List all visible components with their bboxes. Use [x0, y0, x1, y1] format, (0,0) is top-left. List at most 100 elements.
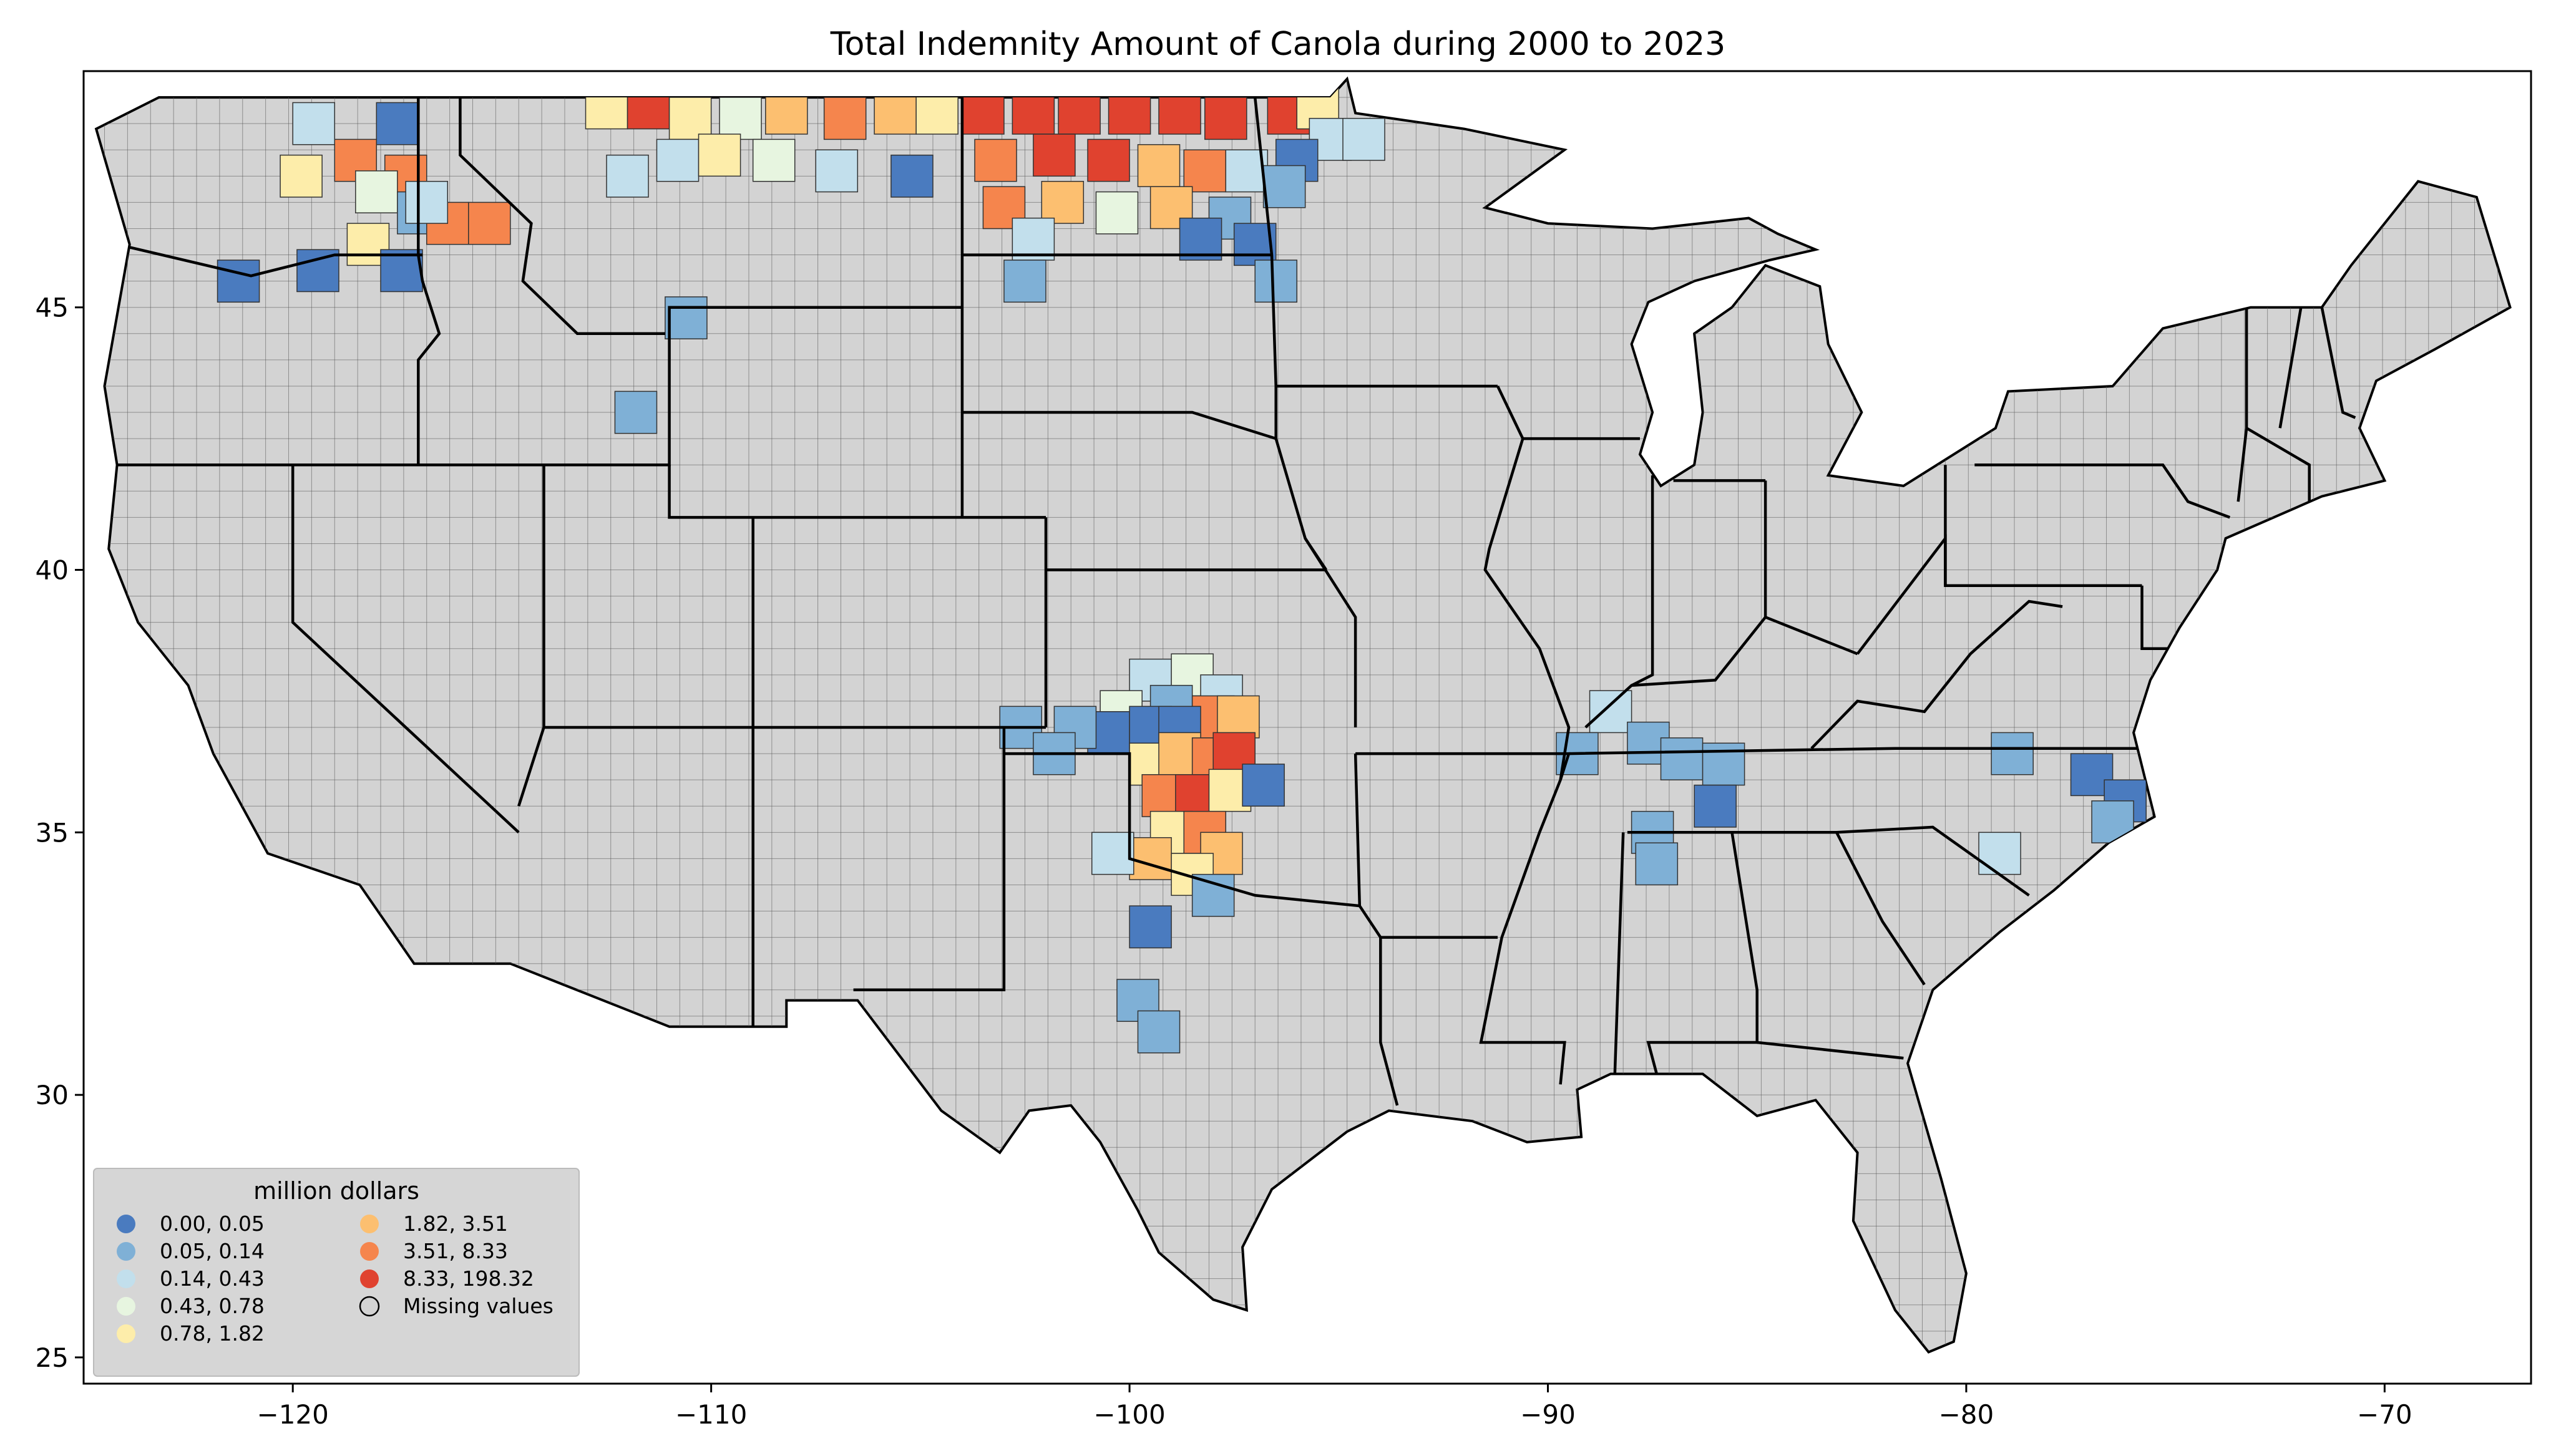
state-line: [1631, 475, 1654, 687]
x-tick-label: −110: [675, 1399, 747, 1430]
county-cell: [1012, 217, 1055, 261]
county-cell: [656, 138, 700, 182]
x-axis: −120 −110 −100 −90 −80 −70: [257, 1384, 2412, 1430]
legend-box: [93, 1168, 580, 1377]
state-line: [1835, 832, 1926, 986]
county-cell: [719, 97, 762, 140]
x-tick-label: −70: [2357, 1399, 2412, 1430]
county-cell: [1041, 180, 1085, 224]
county-cell: [1058, 91, 1101, 135]
state-line: [2245, 427, 2311, 502]
legend-swatch: [360, 1242, 379, 1261]
state-line: [117, 306, 962, 467]
legend-label: 1.82, 3.51: [403, 1211, 508, 1236]
county-cell: [1003, 260, 1046, 303]
plot-frame: [82, 70, 2532, 1385]
county-cell: [1342, 117, 1385, 161]
y-tick-label: 25: [36, 1342, 69, 1373]
county-cell: [1660, 737, 1704, 780]
state-line: [1613, 832, 1625, 1074]
legend-swatch: [117, 1269, 135, 1288]
x-tick-label: −80: [1939, 1399, 1994, 1430]
legend-swatch: [117, 1242, 135, 1261]
county-cell: [1204, 97, 1247, 140]
legend-swatch: [359, 1296, 380, 1317]
county-cell: [698, 133, 741, 177]
county-cell: [1991, 732, 2034, 775]
state-line: [1479, 386, 1571, 1085]
county-cell: [1635, 842, 1679, 886]
x-tick-label: −90: [1520, 1399, 1576, 1430]
state-boundaries: [117, 97, 2356, 1106]
county-cell: [1137, 1010, 1181, 1054]
state-line: [417, 97, 441, 465]
state-line: [1304, 537, 1357, 727]
county-cell: [874, 91, 917, 135]
legend-label: 3.51, 8.33: [403, 1239, 508, 1263]
county-cell: [668, 97, 712, 140]
county-cell: [1129, 905, 1172, 949]
county-cell: [1217, 695, 1260, 739]
state-line: [1856, 534, 1947, 655]
legend-swatch: [360, 1215, 379, 1233]
county-cell: [1129, 837, 1172, 880]
county-cell: [468, 201, 511, 245]
legend-label: 0.14, 0.43: [160, 1266, 265, 1291]
state-line: [668, 465, 1046, 519]
state-line: [1568, 747, 2138, 755]
legend-title: million dollars: [253, 1177, 419, 1205]
county-cell: [1254, 260, 1297, 303]
legend-swatch: [117, 1215, 135, 1233]
state-line: [291, 465, 520, 833]
county-cell: [1012, 91, 1055, 135]
state-line: [459, 97, 665, 336]
y-tick-label: 45: [36, 293, 69, 323]
county-cell: [2091, 800, 2134, 843]
legend: million dollars 0.00, 0.05 0.05, 0.14 0.14,…: [93, 1168, 580, 1377]
legend-swatch: [117, 1324, 135, 1343]
county-cell: [1589, 690, 1632, 734]
state-line: [1584, 615, 1858, 729]
legend-swatch: [360, 1269, 379, 1288]
county-cell: [1179, 217, 1222, 261]
county-cell: [1033, 133, 1076, 177]
y-tick-label: 35: [36, 817, 69, 848]
legend-swatch: [117, 1297, 135, 1316]
county-cell: [962, 91, 1005, 135]
county-cell: [355, 170, 398, 213]
legend-label: 0.43, 0.78: [160, 1294, 265, 1318]
county-cell: [380, 249, 423, 293]
county-cell: [376, 102, 419, 145]
state-line: [117, 243, 422, 278]
county-cell: [1262, 165, 1306, 208]
state-line: [1757, 1041, 1904, 1060]
y-tick-label: 30: [36, 1080, 69, 1110]
legend-label: 0.78, 1.82: [160, 1321, 265, 1346]
county-cell: [752, 138, 796, 182]
x-tick-label: −120: [257, 1399, 329, 1430]
county-cell: [1158, 91, 1201, 135]
county-cell: [823, 97, 867, 140]
county-cell: [915, 91, 958, 135]
county-cell: [974, 138, 1017, 182]
county-cell: [1095, 191, 1139, 235]
y-tick-label: 40: [36, 555, 69, 586]
county-cells: [217, 86, 2147, 1054]
county-cell: [815, 149, 859, 193]
state-line: [962, 410, 1277, 440]
county-cell: [1694, 784, 1737, 828]
county-cell: [606, 154, 649, 198]
county-cell: [1183, 149, 1227, 193]
county-cell: [1087, 138, 1130, 182]
x-tick-label: −100: [1093, 1399, 1165, 1430]
legend-label: 0.05, 0.14: [160, 1239, 265, 1263]
county-cell: [665, 296, 708, 339]
legend-label: 0.00, 0.05: [160, 1211, 265, 1236]
county-cell: [280, 154, 323, 198]
county-cell: [1091, 832, 1134, 875]
us-landmass: [94, 76, 2512, 1354]
state-line: [2320, 307, 2356, 419]
legend-label: Missing values: [403, 1294, 554, 1318]
